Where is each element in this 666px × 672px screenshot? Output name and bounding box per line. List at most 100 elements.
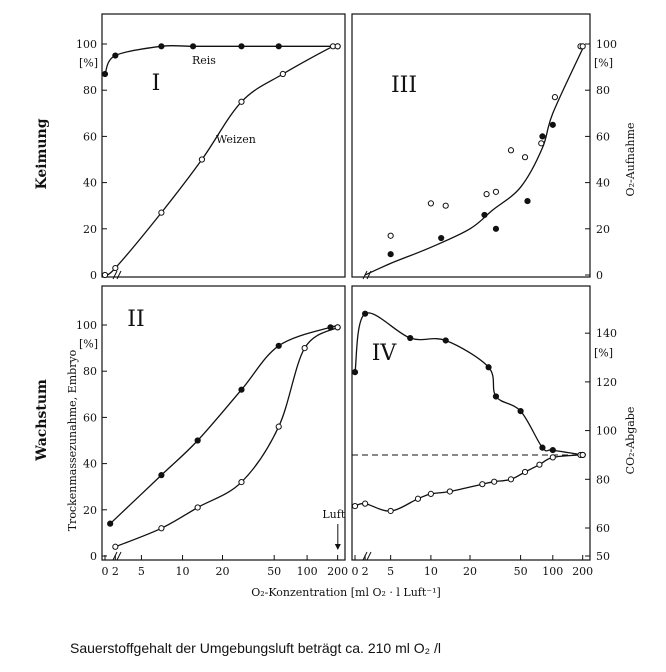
y-axis-label: O₂-Aufnahme [624,123,637,197]
x-tick-label: 5 [387,565,394,578]
y-tick-label: 20 [83,223,97,236]
x-tick-label: 20 [463,565,477,578]
x-tick-label: 100 [542,565,563,578]
x-tick-label: 2 [362,565,369,578]
y-tick-label: 80 [83,365,97,378]
data-point [579,43,586,50]
data-point [387,251,394,258]
data-point [549,454,556,461]
data-point [238,98,245,105]
panel-I-frame [101,13,346,278]
axis-break [362,270,372,280]
data-point [414,495,422,502]
data-point [351,369,359,376]
data-point [112,264,119,272]
data-point [275,423,282,430]
x-tick-label: 20 [216,565,230,578]
y-tick-label: 80 [83,84,97,97]
x-tick-label: 200 [327,565,348,578]
data-point [427,490,434,498]
data-point [485,364,492,371]
data-point [539,133,546,140]
panel-numeral: III [391,73,417,98]
panel-numeral: IV [372,341,398,366]
y-tick-label: 120 [596,376,617,389]
y-tick-label: 40 [83,177,97,190]
series-line [364,48,584,276]
y-tick-label: 140 [596,327,617,340]
data-point [507,147,515,154]
panel-I: 0 20 40 60 80 100 [%] I Reis Weizen [76,13,346,282]
data-point [158,209,165,216]
data-point [362,310,369,317]
y-tick-label: 100 [76,38,97,51]
data-point [407,334,414,342]
x-tick-label: 50 [267,565,281,578]
data-point [539,444,546,451]
data-point [579,451,586,459]
data-point [427,200,434,207]
panel-II: 0 20 40 60 80 100 [%]Trockenmassezunahme, Embr… [66,285,346,563]
data-point [387,232,394,239]
unit-label: [%] [79,337,98,350]
data-point [507,476,515,483]
series-label-weizen: Weizen [216,133,256,146]
x-tick-label: 10 [176,565,190,578]
data-point [362,500,369,507]
series-line [354,454,584,512]
series-line [115,326,338,548]
data-point [549,121,556,128]
panel-III: 0 20 40 60 80 100 [%] O₂-Aufnahme III [351,13,637,282]
data-point [521,154,529,161]
y-tick-label: 50 [596,550,610,563]
data-point [492,188,500,195]
panel-numeral: I [152,71,161,96]
data-point [112,543,119,550]
unit-label: [%] [594,56,613,69]
y-tick-label: 100 [76,319,97,332]
unit-label: [%] [594,347,613,360]
data-point [275,342,282,349]
y-axis-label: Trockenmassezunahme, Embryo [66,349,79,531]
panel-IV-frame [351,285,591,561]
y-tick-label: 80 [596,84,610,97]
panel-numeral: II [127,307,144,332]
data-point [198,156,206,163]
data-point [194,437,201,444]
luft-arrowhead [334,544,341,550]
y-tick-label: 20 [83,504,97,517]
data-point [112,52,119,59]
row-label-keimung: Keimung [34,118,50,189]
data-point [492,225,500,232]
data-point [101,271,109,279]
axis-break [112,551,122,561]
series-line [104,43,340,276]
y-tick-label: 80 [596,473,610,486]
data-point [492,393,500,400]
y-tick-label: 100 [596,425,617,438]
x-tick-label: 2 [112,565,119,578]
axis-break [362,551,372,561]
data-point [524,197,531,205]
y-tick-label: 60 [596,130,610,143]
data-point [107,520,114,527]
data-point [442,337,449,344]
data-point [491,478,498,485]
x-tick-label: 200 [572,565,593,578]
panel-IV: 50 60 80 100 120 140 [%] CO₂-Abgabe IV [351,285,637,563]
panel-III-frame [351,13,591,278]
data-point [521,468,529,476]
unit-label: [%] [79,56,98,69]
data-point [549,446,556,454]
luft-annotation: Luft [322,508,345,521]
data-point [442,202,449,209]
y-tick-label: 60 [83,411,97,424]
y-tick-label: 40 [83,458,97,471]
data-point [538,140,545,147]
axis-break [112,270,122,280]
series-line [104,44,338,75]
y-tick-label: 60 [83,130,97,143]
y-tick-label: 100 [596,38,617,51]
data-point [158,472,165,479]
